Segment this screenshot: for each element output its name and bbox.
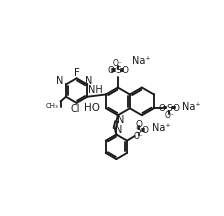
Text: Na⁺: Na⁺ <box>182 102 200 112</box>
Text: N: N <box>116 115 124 125</box>
Text: O⁻: O⁻ <box>113 59 123 68</box>
Text: HO: HO <box>84 103 101 113</box>
Text: S: S <box>136 126 141 135</box>
Text: Cl: Cl <box>70 104 80 114</box>
Text: F: F <box>74 68 80 78</box>
Text: O⁻: O⁻ <box>164 111 174 120</box>
Text: N: N <box>56 76 64 86</box>
Text: N: N <box>115 125 122 135</box>
Text: NH: NH <box>88 85 103 95</box>
Text: Na⁺: Na⁺ <box>152 122 171 133</box>
Text: S: S <box>115 66 121 75</box>
Text: Na⁺: Na⁺ <box>132 56 150 66</box>
Text: O⁻: O⁻ <box>134 132 144 141</box>
Text: O: O <box>142 126 149 135</box>
Text: O: O <box>108 66 114 75</box>
Text: S: S <box>166 104 172 113</box>
Text: O: O <box>173 104 180 113</box>
Text: CH₃: CH₃ <box>45 103 58 109</box>
Text: O: O <box>159 104 166 113</box>
Text: N: N <box>85 76 93 86</box>
Text: O: O <box>121 66 128 75</box>
Text: O: O <box>135 120 142 129</box>
